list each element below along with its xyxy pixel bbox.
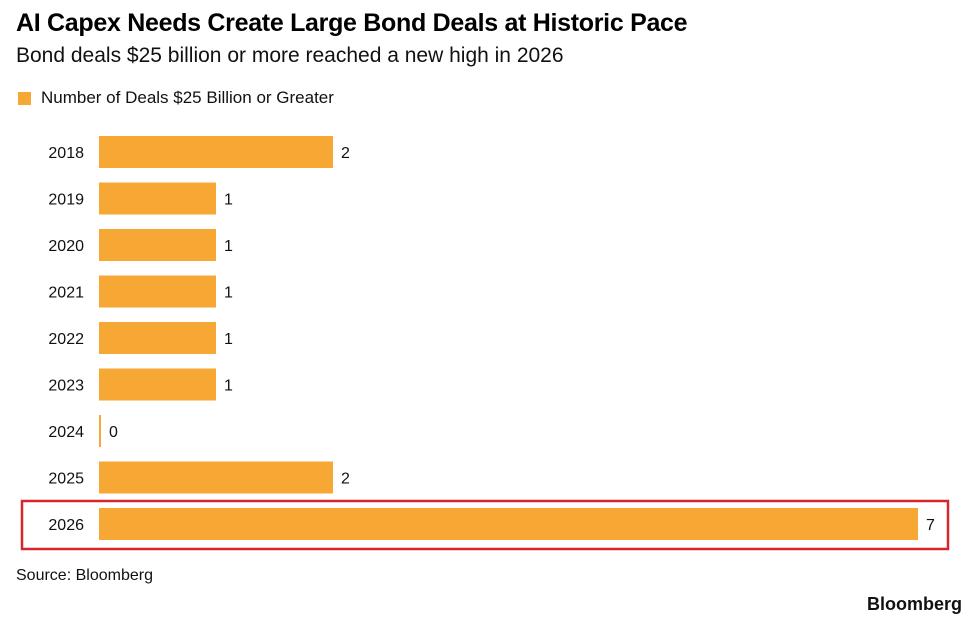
data-label: 1 — [224, 331, 233, 348]
data-label: 2 — [341, 145, 350, 162]
bar-chart: 2018 2 2019 1 2020 1 2021 1 2022 1 2023 1 2024 0 2025 2… — [20, 136, 950, 551]
data-label: 2 — [341, 471, 350, 488]
legend-swatch — [18, 91, 31, 105]
y-tick-label: 2025 — [48, 471, 84, 488]
y-tick-label: 2024 — [48, 424, 84, 441]
data-label: 1 — [224, 378, 233, 395]
y-tick-label: 2020 — [48, 238, 84, 255]
bar-2026 — [99, 508, 918, 540]
data-label: 0 — [109, 424, 118, 441]
data-label: 1 — [224, 285, 233, 302]
bloomberg-logo: Bloomberg — [866, 594, 962, 614]
y-tick-label: 2023 — [48, 378, 84, 395]
bar-2025 — [99, 461, 333, 494]
y-tick-label: 2018 — [48, 145, 84, 162]
bar-2020 — [99, 229, 216, 261]
highlight-box — [20, 499, 950, 551]
y-tick-label: 2019 — [48, 192, 84, 209]
bar-2018 — [99, 136, 333, 168]
data-label: 7 — [926, 517, 935, 534]
y-tick-label: 2026 — [48, 517, 84, 534]
source-note: Source: Bloomberg — [16, 567, 153, 584]
bar-2022 — [99, 322, 216, 354]
y-tick-label: 2021 — [48, 285, 84, 302]
chart-title: AI Capex Needs Create Large Bond Deals a… — [16, 9, 688, 37]
legend: Number of Deals $25 Billion or Greater — [16, 88, 334, 108]
bar-2023 — [99, 368, 216, 401]
data-label: 1 — [224, 192, 233, 209]
y-tick-label: 2022 — [48, 331, 84, 348]
bar-2021 — [99, 275, 216, 308]
chart-subtitle: Bond deals $25 billion or more reached a… — [16, 44, 564, 67]
bar-2024 — [99, 415, 101, 447]
legend-label: Number of Deals $25 Billion or Greater — [41, 88, 334, 107]
data-label: 1 — [224, 238, 233, 255]
bar-2019 — [99, 182, 216, 215]
